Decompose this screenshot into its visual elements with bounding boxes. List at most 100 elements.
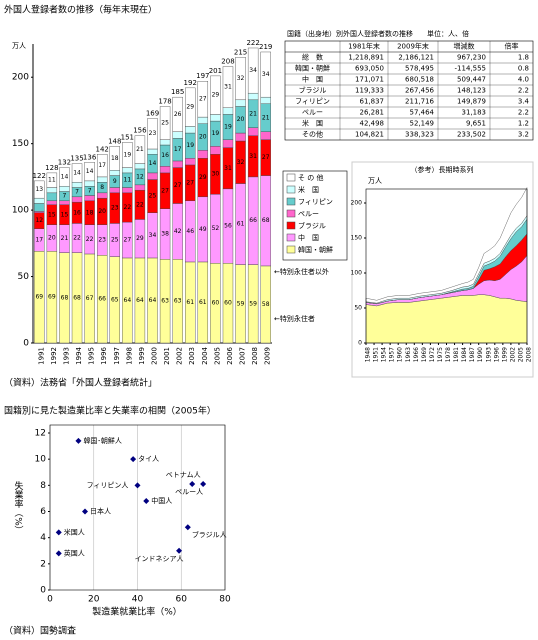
table-cell: 149,879 [457,98,486,106]
point-label: ベトナム人 [166,471,201,479]
point [55,529,62,536]
y-tick-label: 200 [12,73,29,83]
segment-label: 20 [237,116,245,123]
segment-label: 32 [237,159,245,166]
bar-segment [59,167,70,187]
bar-segment [159,139,171,146]
segment-label: 13 [35,186,43,193]
bar-segment [210,75,221,115]
x-tick-label: 1975 [437,347,444,362]
x-tick-label: 1995 [88,347,96,365]
x-tick-label: 1948 [365,347,372,362]
x-tick-label: 1996 [493,347,500,362]
table-header: 増減数 [454,42,475,51]
total-label: 148 [108,137,121,145]
segment-label: 25 [149,193,157,200]
y-tick-label: 50 [18,272,30,282]
x-tick-label: 2003 [188,347,196,365]
bar-segment [71,182,83,188]
segment-label: 7 [75,189,79,196]
x-tick-label: 1987 [469,347,476,362]
segment-label: 23 [111,205,119,212]
point [82,508,88,515]
table-cell: 57,464 [410,109,435,117]
scatter-title: 国籍別に見た製造業比率と失業率の相関（2005年） [4,405,216,417]
segment-label: 11 [48,177,56,184]
segment-label: 7 [63,193,67,200]
table-header: 2009年末 [397,42,429,51]
bar-segment [260,51,271,98]
segment-label: 18 [111,155,119,162]
x-tick-label: 2007 [239,347,247,365]
table-cell: 0.8 [518,65,529,73]
segment-label: 15 [48,211,56,218]
segment-label: 65 [111,296,119,303]
point [184,524,191,531]
x-tick-label: 1981 [453,347,460,362]
legend-label: フィリピン [298,198,333,206]
segment-label: 34 [149,232,157,239]
point [189,481,196,488]
segment-label: 67 [86,295,94,302]
total-label: 122 [33,172,46,180]
segment-label: 20 [98,208,106,215]
x-tick-label: 2002 [176,347,184,365]
x-tick-label: 2000 [151,347,159,365]
table-cell: 42,498 [360,120,385,128]
x-tick-label: 2005 [517,347,524,362]
total-label: 169 [146,109,159,117]
segment-label: 49 [199,226,207,233]
plot-frame [49,424,226,591]
segment-label: 14 [149,160,157,167]
bar-segment [147,118,158,150]
y-tick-label: 0 [40,586,46,596]
y-axis-label: 失業率（%） [13,480,24,535]
total-label: 197 [196,72,209,80]
bar-segment [84,180,95,187]
bar-segment [71,163,83,183]
bar-segment [122,167,133,174]
segment-label: 60 [224,300,232,307]
segment-label: 29 [186,104,194,111]
table-cell: 509,447 [457,76,486,84]
point-label: ペルー人 [175,488,203,496]
legend-swatch [286,221,296,230]
table-cell: 148,123 [457,87,486,95]
x-tick-label: 2006 [226,346,234,364]
point-label: ブラジル人 [192,530,227,539]
x-tick-label: 1990 [477,347,484,362]
y-unit: 万人 [12,42,26,50]
segment-label: 34 [262,71,270,78]
point [134,482,141,489]
segment-label: 64 [136,297,144,304]
x-tick-label: 1972 [429,347,436,362]
x-tick-label: 2008 [526,347,533,362]
x-tick-label: 2008 [251,347,259,365]
table-cell: 2.2 [518,87,529,95]
x-tick-label: 1960 [397,347,404,362]
segment-label: 27 [262,154,270,161]
segment-label: 59 [249,300,257,307]
segment-label: 17 [98,162,106,169]
segment-label: 21 [262,114,270,121]
segment-label: 18 [86,209,94,216]
segment-label: 27 [161,187,169,194]
total-label: 136 [83,153,97,161]
x-tick-label: 1951 [373,347,380,362]
segment-label: 22 [73,235,81,242]
segment-label: 32 [237,75,245,82]
segment-label: 31 [249,153,257,160]
bar-segment [134,163,146,170]
sub-title: （参考）長期時系列 [411,165,474,174]
point [55,550,62,557]
bar-segment [96,192,108,199]
y-tick-label: 100 [351,270,363,277]
point-label: インドネシア人 [135,555,184,563]
legend-swatch [286,245,296,254]
segment-label: 16 [73,209,81,216]
bar-segment [96,176,108,183]
segment-label: 59 [237,300,245,307]
segment-label: 27 [199,96,207,103]
